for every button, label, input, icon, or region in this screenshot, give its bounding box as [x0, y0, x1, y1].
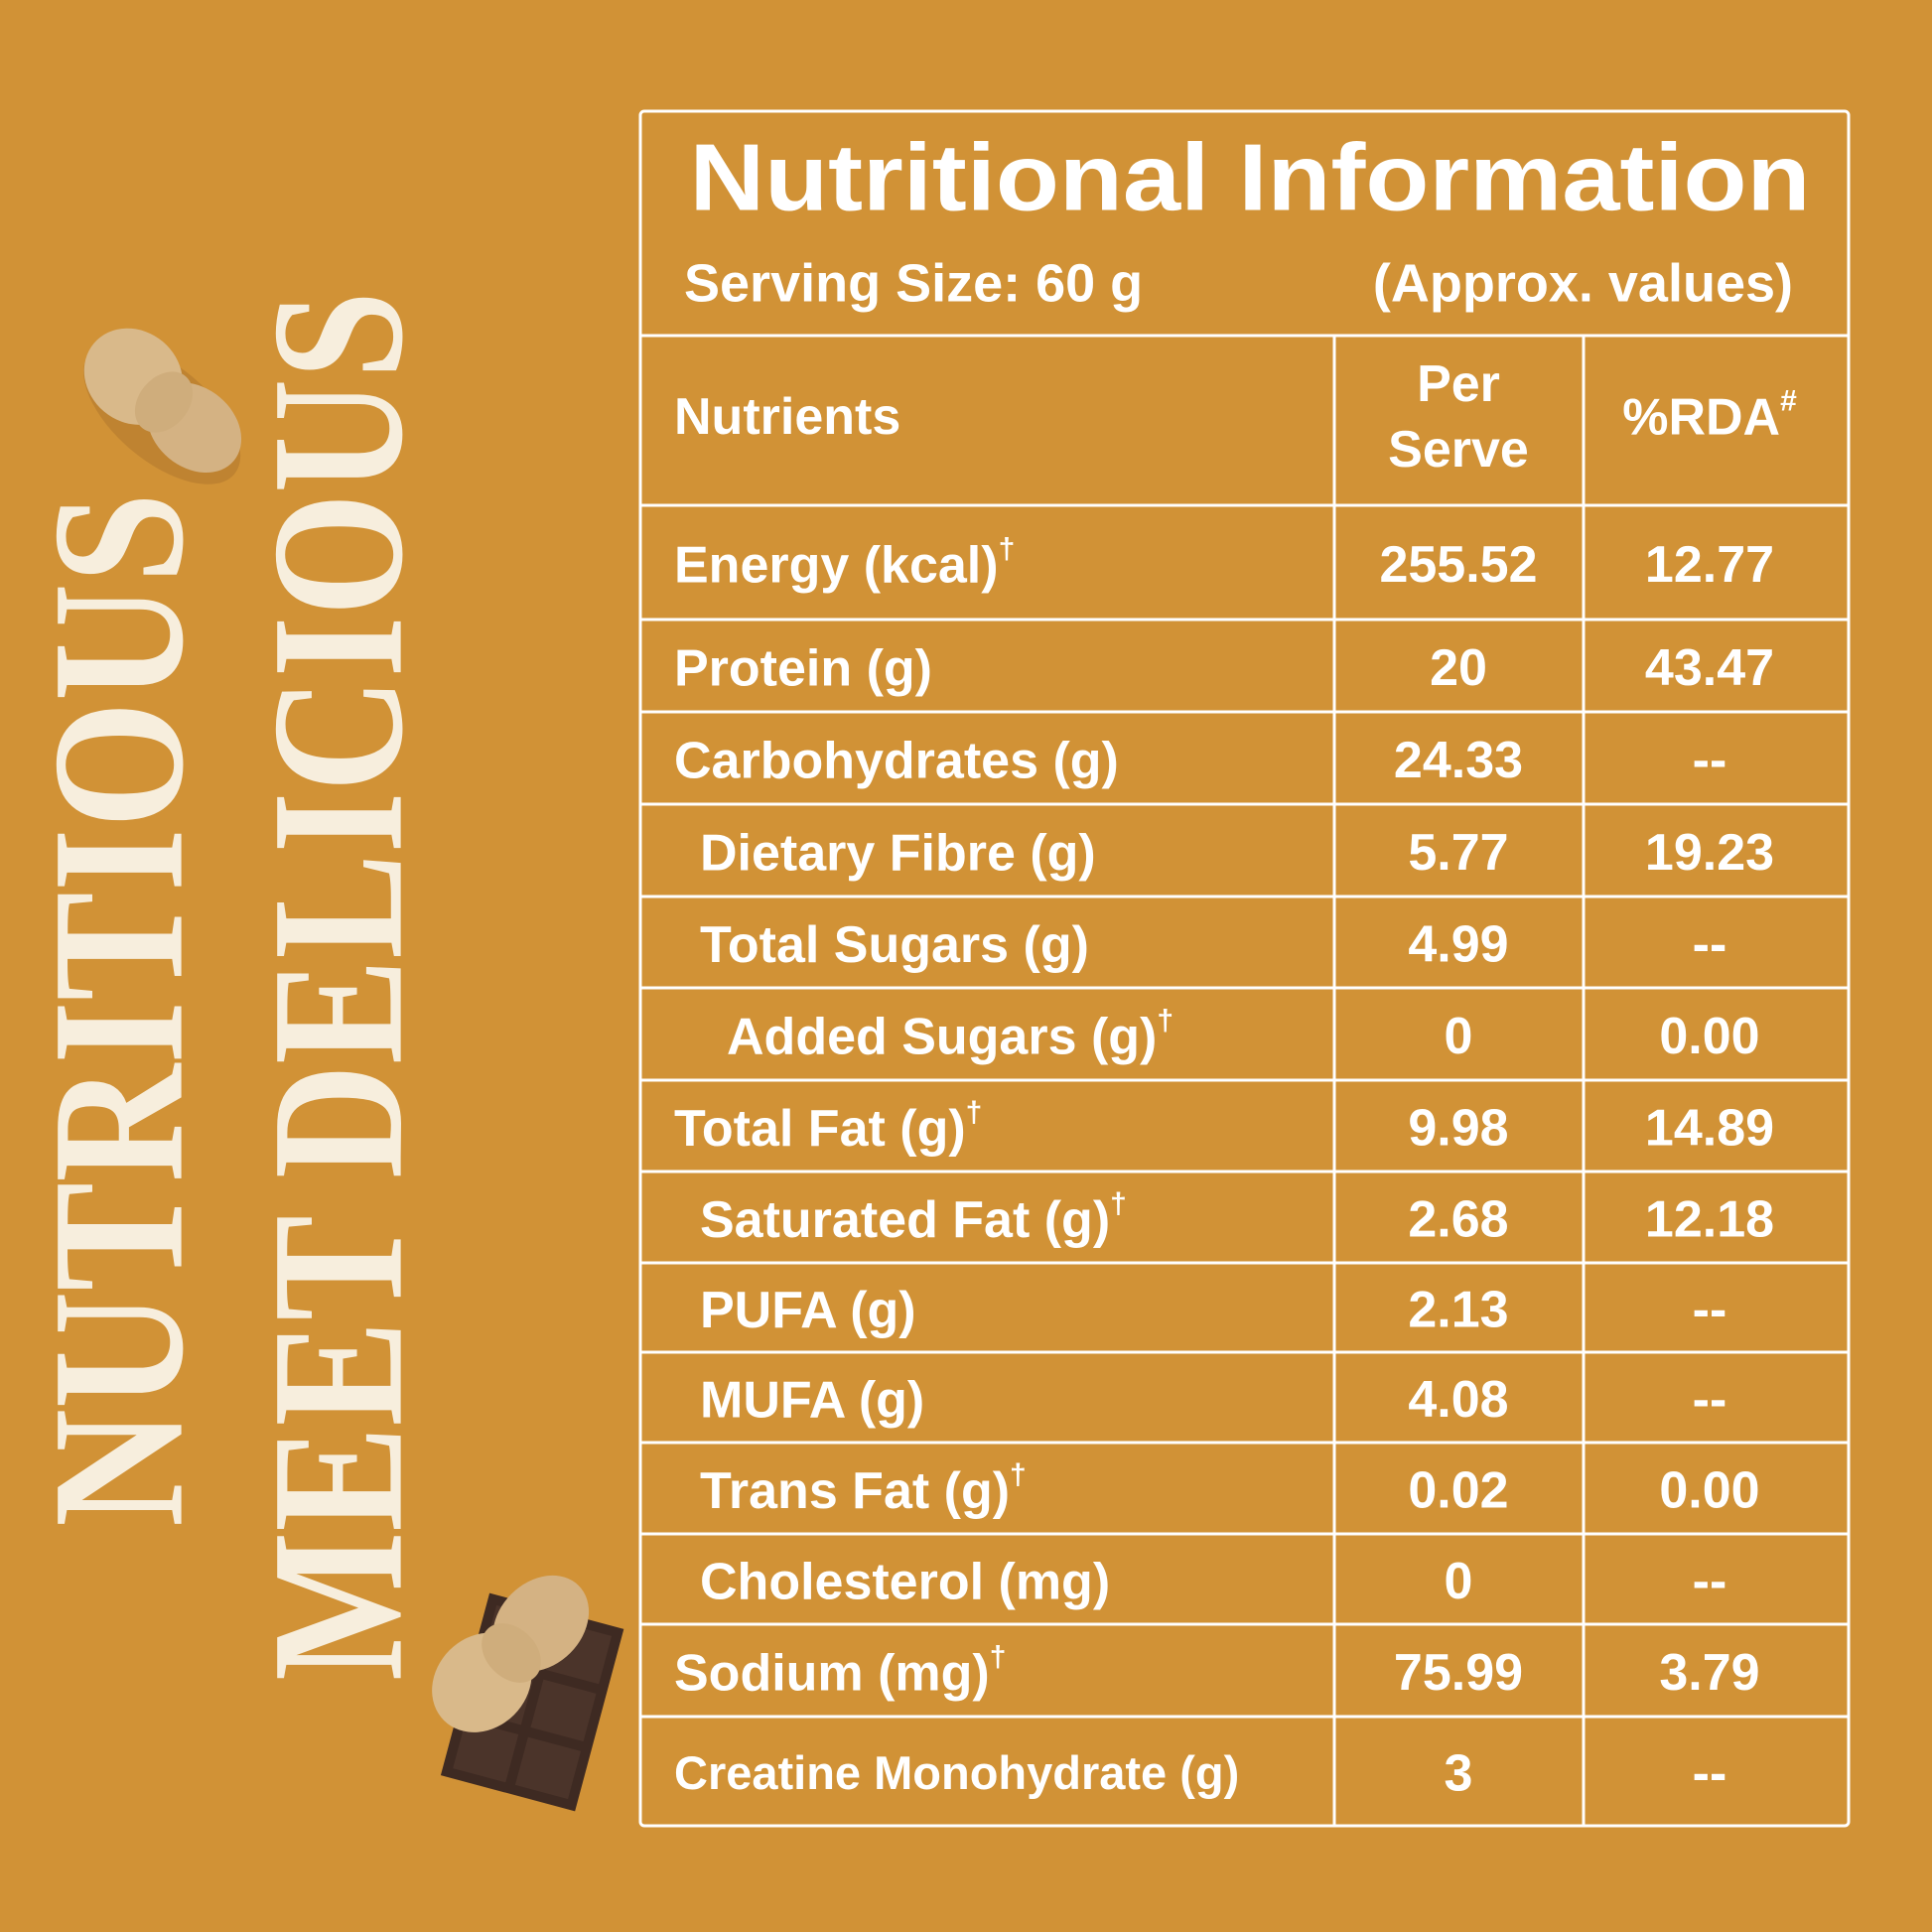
per-serve-value: 75.99 — [1394, 1644, 1523, 1702]
nutrient-text: Total Fat (g) — [674, 1100, 966, 1158]
per-serve-value: 0.02 — [1408, 1462, 1508, 1520]
per-serve-value: 20 — [1430, 639, 1487, 697]
per-serve-value: 3 — [1445, 1745, 1473, 1803]
rda-value: -- — [1693, 1371, 1727, 1429]
footnote-mark: † — [966, 1096, 983, 1129]
per-serve-value: 5.77 — [1408, 824, 1508, 882]
nutrient-text: Added Sugars (g) — [727, 1008, 1157, 1065]
rda-value: 0.00 — [1659, 1008, 1759, 1065]
footnote-mark: † — [999, 532, 1016, 565]
per-serve-value: 0 — [1445, 1008, 1473, 1065]
nutrient-text: Carbohydrates (g) — [674, 732, 1119, 789]
column-header: Per — [1417, 355, 1500, 413]
per-serve-value: 2.68 — [1408, 1191, 1508, 1249]
rda-value: 14.89 — [1645, 1100, 1774, 1158]
rda-value: 19.23 — [1645, 824, 1774, 882]
nutrient-text: Total Sugars (g) — [700, 916, 1089, 974]
footnote-mark: † — [1110, 1187, 1127, 1220]
per-serve-value: 9.98 — [1408, 1100, 1508, 1158]
peanut-top — [83, 328, 242, 484]
nutrient-text: Creatine Monohydrate (g) — [674, 1746, 1239, 1799]
nutrient-name: Trans Fat (g)† — [700, 1458, 1027, 1520]
nutrient-text: Energy (kcal) — [674, 536, 999, 594]
footnote-mark: † — [1157, 1004, 1173, 1036]
title: Nutritional Information — [690, 124, 1811, 230]
footnote-mark: † — [990, 1640, 1007, 1673]
nutrient-name: Dietary Fibre (g) — [700, 824, 1096, 882]
per-serve-value: 24.33 — [1394, 732, 1523, 789]
column-header: Serve — [1388, 421, 1529, 479]
nutrient-name: Creatine Monohydrate (g) — [674, 1746, 1239, 1799]
side-text: MEET DELICIOUS — [234, 291, 443, 1681]
rda-value: -- — [1693, 1282, 1727, 1339]
serving-size: Serving Size: 60 g — [684, 253, 1143, 313]
nutrient-text: Cholesterol (mg) — [700, 1553, 1110, 1610]
per-serve-value: 0 — [1445, 1553, 1473, 1610]
nutrient-text: MUFA (g) — [700, 1371, 924, 1429]
column-header: Nutrients — [674, 388, 900, 446]
nutrient-name: Sodium (mg)† — [674, 1640, 1006, 1702]
nutrient-text: Protein (g) — [674, 639, 932, 697]
rda-value: -- — [1693, 1553, 1727, 1610]
per-serve-value: 4.99 — [1408, 916, 1508, 974]
rda-value: 0.00 — [1659, 1462, 1759, 1520]
per-serve-value: 255.52 — [1379, 536, 1537, 594]
nutrient-name: Saturated Fat (g)† — [700, 1187, 1127, 1249]
header-mark: # — [1780, 384, 1797, 417]
nutrient-name: Total Fat (g)† — [674, 1096, 982, 1158]
side-text: NUTRITIOUS — [15, 492, 223, 1527]
nutrient-text: Saturated Fat (g) — [700, 1191, 1110, 1249]
nutrient-name: Protein (g) — [674, 639, 932, 697]
nutrient-text: Trans Fat (g) — [700, 1462, 1010, 1520]
rda-value: 3.79 — [1659, 1644, 1759, 1702]
table-border — [638, 109, 1851, 1828]
nutrient-name: Energy (kcal)† — [674, 532, 1015, 594]
nutrient-name: MUFA (g) — [700, 1371, 924, 1429]
per-serve-value: 2.13 — [1408, 1282, 1508, 1339]
nutrient-name: Carbohydrates (g) — [674, 732, 1119, 789]
footnote-mark: † — [1010, 1458, 1027, 1491]
nutrient-name: Total Sugars (g) — [700, 916, 1089, 974]
nutrient-name: Added Sugars (g)† — [727, 1004, 1173, 1065]
rda-value: 12.18 — [1645, 1191, 1774, 1249]
approx-note: (Approx. values) — [1373, 253, 1793, 313]
rda-value: -- — [1693, 732, 1727, 789]
nutrient-text: Sodium (mg) — [674, 1644, 990, 1702]
rda-value: 43.47 — [1645, 639, 1774, 697]
header-text: %RDA — [1622, 388, 1780, 446]
rda-value: -- — [1693, 916, 1727, 974]
peanut-bottom — [432, 1575, 590, 1732]
nutrient-name: Cholesterol (mg) — [700, 1553, 1110, 1610]
nutrient-text: Dietary Fibre (g) — [700, 824, 1096, 882]
column-header: %RDA# — [1622, 384, 1797, 446]
nutrient-name: PUFA (g) — [700, 1282, 916, 1339]
rda-value: 12.77 — [1645, 536, 1774, 594]
rda-value: -- — [1693, 1745, 1727, 1803]
per-serve-value: 4.08 — [1408, 1371, 1508, 1429]
nutrient-text: PUFA (g) — [700, 1282, 916, 1339]
